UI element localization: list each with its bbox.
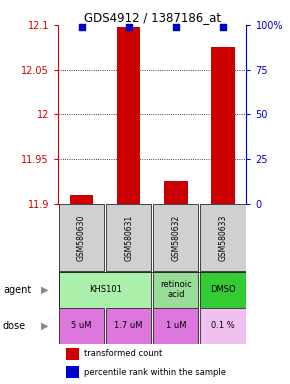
Text: dose: dose — [3, 321, 26, 331]
Point — [221, 24, 225, 30]
Text: GSM580633: GSM580633 — [218, 214, 227, 261]
Text: transformed count: transformed count — [84, 349, 163, 358]
Bar — [153, 204, 198, 271]
Text: agent: agent — [3, 285, 31, 295]
Bar — [200, 308, 246, 344]
Text: GSM580631: GSM580631 — [124, 214, 133, 261]
Text: ▶: ▶ — [41, 321, 48, 331]
Point — [79, 24, 84, 30]
Text: 5 uM: 5 uM — [71, 321, 92, 330]
Text: GSM580630: GSM580630 — [77, 214, 86, 261]
Bar — [70, 195, 93, 204]
Text: retinoic
acid: retinoic acid — [160, 280, 192, 299]
Text: 1 uM: 1 uM — [166, 321, 186, 330]
Bar — [106, 204, 151, 271]
Bar — [200, 271, 246, 308]
Text: DMSO: DMSO — [210, 285, 236, 294]
Bar — [211, 47, 235, 204]
Bar — [106, 308, 151, 344]
Bar — [59, 271, 151, 308]
Bar — [59, 308, 104, 344]
Bar — [117, 27, 140, 204]
Bar — [153, 271, 198, 308]
Text: 1.7 uM: 1.7 uM — [115, 321, 143, 330]
Text: percentile rank within the sample: percentile rank within the sample — [84, 367, 226, 377]
Bar — [164, 181, 188, 204]
Text: 0.1 %: 0.1 % — [211, 321, 235, 330]
Bar — [153, 308, 198, 344]
Bar — [66, 366, 79, 378]
Text: GSM580632: GSM580632 — [171, 214, 180, 261]
Bar — [66, 348, 79, 360]
Text: KHS101: KHS101 — [89, 285, 122, 294]
Point — [126, 24, 131, 30]
Title: GDS4912 / 1387186_at: GDS4912 / 1387186_at — [84, 11, 221, 24]
Text: ▶: ▶ — [41, 285, 48, 295]
Point — [173, 24, 178, 30]
Bar — [200, 204, 246, 271]
Bar — [59, 204, 104, 271]
